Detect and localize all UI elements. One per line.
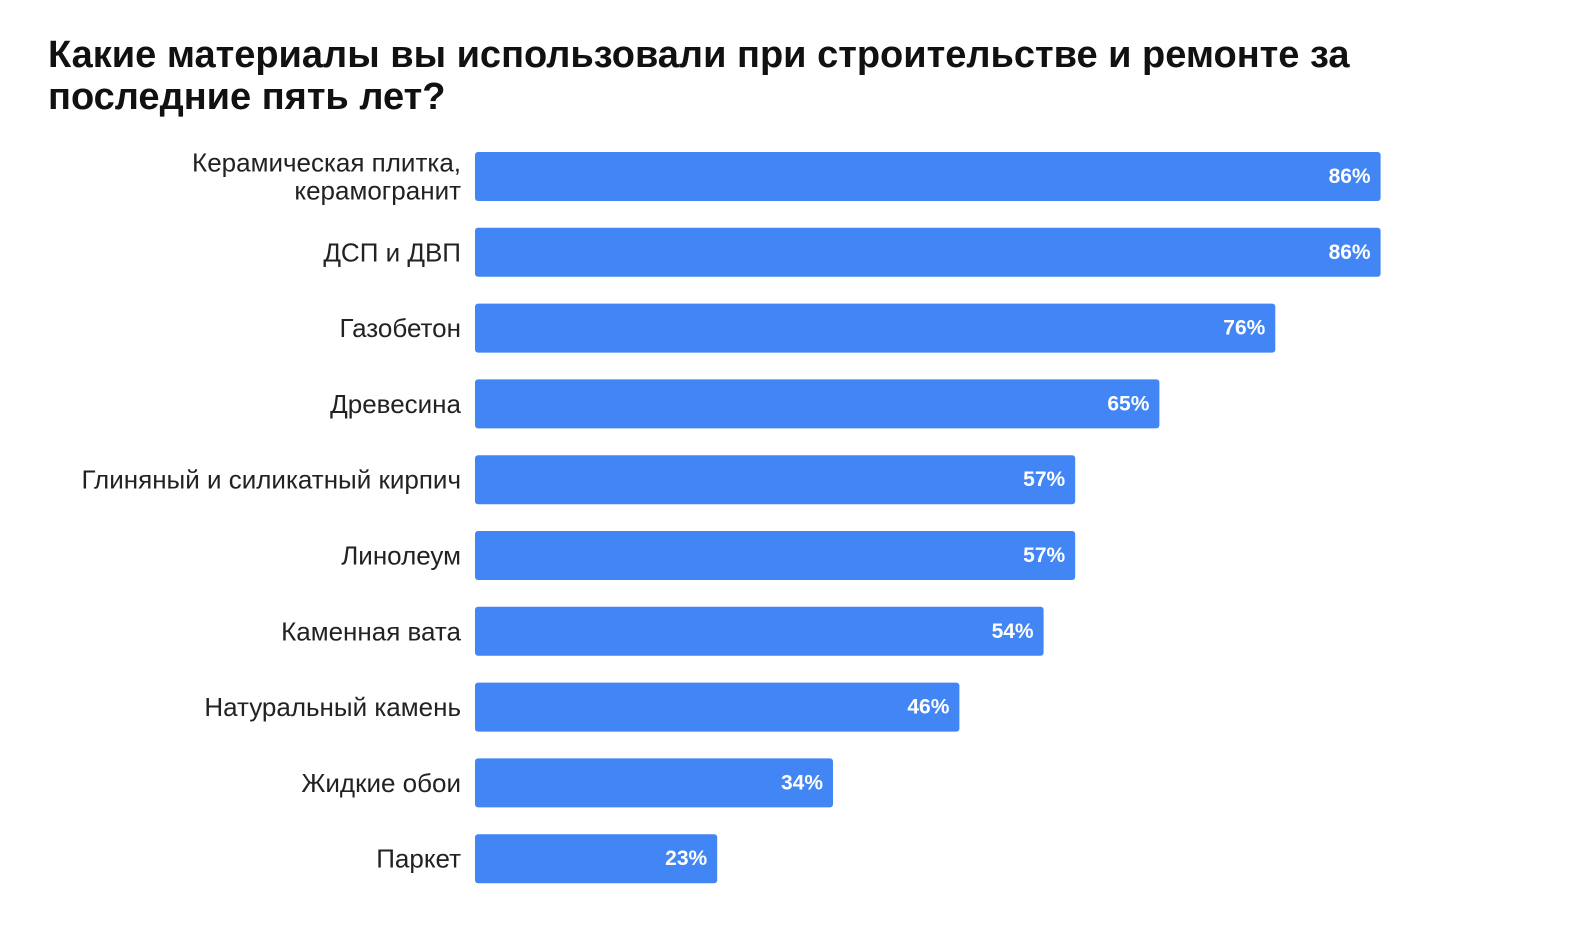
category-label-line: Газобетон bbox=[339, 313, 461, 343]
bar-value-label: 23% bbox=[665, 847, 707, 870]
chart-title: Какие материалы вы использовали при стро… bbox=[48, 34, 1350, 118]
category-label-line: Керамическая плитка, bbox=[192, 148, 461, 178]
bar bbox=[475, 152, 1381, 201]
bar-value-label: 34% bbox=[781, 771, 823, 794]
bar bbox=[475, 682, 960, 732]
category-label-line: Линолеум bbox=[341, 541, 461, 571]
bar-value-label: 46% bbox=[907, 696, 949, 719]
category-label-line: Натуральный камень bbox=[204, 692, 461, 722]
category-label-line: Паркет bbox=[376, 844, 461, 874]
category-label-line: Каменная вата bbox=[281, 616, 461, 646]
bar bbox=[475, 227, 1381, 277]
bar bbox=[475, 303, 1276, 353]
bar-value-label: 57% bbox=[1023, 468, 1065, 491]
category-label: ДСП и ДВП bbox=[323, 237, 461, 267]
category-label: Керамическая плитка, керамогранит bbox=[192, 148, 461, 206]
value-labels-group: 86% 86% 76% 65% 57% 57% 54% 46% 34% 23% bbox=[665, 165, 1371, 870]
bar bbox=[475, 834, 718, 884]
bar bbox=[475, 606, 1044, 656]
category-label-line: керамогранит bbox=[294, 176, 461, 206]
category-label: Линолеум bbox=[341, 541, 461, 571]
category-labels-group: Керамическая плитка, керамогранит ДСП и ДВ… bbox=[81, 148, 461, 874]
bar-value-label: 86% bbox=[1329, 241, 1371, 264]
bar-value-label: 57% bbox=[1023, 544, 1065, 567]
category-label-line: Жидкие обои bbox=[301, 768, 461, 798]
bar-value-label: 65% bbox=[1107, 392, 1149, 415]
bar bbox=[475, 758, 833, 808]
category-label-line: Древесина bbox=[330, 389, 461, 419]
bar bbox=[475, 379, 1160, 429]
bar-value-label: 54% bbox=[992, 620, 1034, 643]
category-label: Газобетон bbox=[339, 313, 461, 343]
category-label: Глиняный и силикатный кирпич bbox=[81, 465, 461, 495]
category-label-line: Глиняный и силикатный кирпич bbox=[81, 465, 461, 495]
bar bbox=[475, 455, 1076, 505]
bar bbox=[475, 531, 1076, 580]
bar-value-label: 86% bbox=[1329, 165, 1371, 188]
category-label: Паркет bbox=[376, 844, 461, 874]
category-label: Каменная вата bbox=[281, 616, 461, 646]
category-label-line: ДСП и ДВП bbox=[323, 237, 461, 267]
category-label: Жидкие обои bbox=[301, 768, 461, 798]
bar-value-label: 76% bbox=[1223, 317, 1265, 340]
category-label: Древесина bbox=[330, 389, 461, 419]
category-label: Натуральный камень bbox=[204, 692, 461, 722]
bars-group bbox=[475, 152, 1381, 884]
